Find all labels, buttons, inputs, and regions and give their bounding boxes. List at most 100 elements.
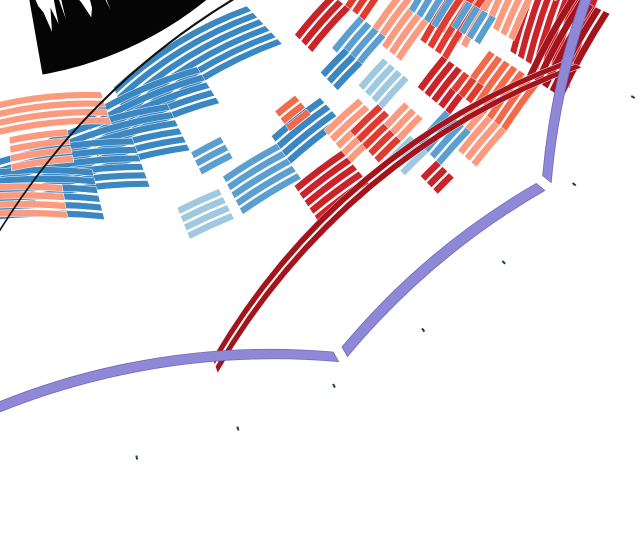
feature-band	[8, 128, 69, 145]
tick-mark	[421, 327, 426, 333]
feature-band	[0, 175, 97, 186]
feature-band	[389, 107, 417, 136]
feature-band	[215, 63, 583, 374]
annotation-segment	[542, 0, 592, 184]
tick-mark	[571, 182, 577, 187]
feature-band	[509, 0, 533, 56]
feature-band	[355, 110, 390, 144]
feature-band	[194, 144, 229, 168]
feature-band	[349, 103, 384, 137]
feature-band	[0, 99, 107, 118]
feature-band	[0, 137, 135, 166]
feature-band	[307, 4, 351, 53]
feature-band	[9, 137, 71, 154]
feature-band	[358, 57, 389, 91]
feature-band	[458, 5, 481, 36]
feature-band	[298, 157, 352, 200]
feature-band	[293, 150, 347, 193]
feature-band	[383, 101, 410, 130]
feature-band	[274, 95, 300, 118]
feature-band	[415, 0, 434, 19]
feature-band	[492, 0, 513, 32]
feature-band	[0, 209, 69, 219]
feature-band	[10, 155, 75, 172]
feature-band	[526, 0, 577, 80]
feature-band	[430, 0, 455, 29]
feature-band	[364, 63, 396, 97]
feature-band	[285, 108, 312, 132]
histogram-area	[29, 0, 207, 75]
feature-band	[525, 0, 552, 65]
feature-band	[370, 69, 403, 104]
outer-annotation-rings	[0, 0, 592, 413]
feature-band	[408, 0, 423, 14]
feature-band	[423, 0, 444, 24]
tick-mark	[236, 426, 240, 431]
feature-band	[309, 170, 364, 215]
feature-band	[420, 160, 442, 182]
feature-band	[119, 18, 265, 112]
feature-band	[432, 172, 455, 195]
feature-band	[450, 71, 470, 93]
feature-band	[186, 212, 235, 240]
tick-mark	[501, 260, 506, 265]
feature-band	[427, 0, 465, 50]
feature-band	[176, 188, 223, 215]
outer-tick-marks	[135, 95, 636, 460]
feature-band	[0, 146, 139, 175]
feature-band	[329, 104, 370, 143]
feature-band	[183, 204, 231, 232]
feature-band	[294, 0, 335, 40]
feature-band	[320, 47, 350, 78]
feature-band	[417, 55, 448, 92]
feature-band	[499, 0, 523, 37]
feature-band	[0, 108, 109, 127]
feature-band	[0, 154, 142, 184]
feature-band	[423, 60, 456, 98]
feature-band	[430, 65, 463, 104]
feature-band	[464, 121, 500, 162]
feature-band	[300, 0, 344, 47]
tick-mark	[332, 383, 336, 388]
annotation-segment	[341, 182, 546, 358]
feature-band	[553, 0, 557, 2]
feature-band	[466, 9, 489, 41]
feature-band	[222, 143, 281, 184]
feature-band	[507, 0, 533, 42]
feature-band	[116, 12, 259, 103]
feature-band	[332, 59, 364, 91]
feature-band	[239, 172, 302, 215]
feature-band-layer	[0, 0, 611, 374]
tick-mark	[135, 455, 139, 460]
feature-band	[470, 126, 507, 168]
feature-band	[326, 53, 357, 85]
feature-band	[113, 5, 252, 95]
feature-band	[358, 0, 379, 21]
feature-band	[303, 163, 358, 208]
feature-band	[0, 182, 64, 192]
feature-band	[450, 0, 474, 31]
feature-band	[534, 0, 586, 85]
feature-band	[0, 91, 104, 109]
feature-band	[473, 14, 497, 45]
tick-mark	[630, 95, 636, 99]
feature-band	[351, 0, 368, 16]
annotation-segment	[0, 348, 340, 413]
inner-histogram	[29, 0, 207, 75]
feature-band	[457, 76, 478, 99]
feature-band	[465, 81, 485, 104]
feature-band	[323, 97, 364, 136]
feature-band	[235, 165, 297, 207]
feature-band	[331, 15, 365, 54]
feature-band	[198, 151, 234, 176]
feature-band	[0, 200, 67, 210]
feature-band	[517, 0, 542, 61]
feature-band	[0, 191, 66, 201]
feature-band	[190, 136, 225, 159]
feature-band	[226, 150, 287, 191]
feature-band	[180, 196, 227, 223]
feature-band	[279, 101, 306, 125]
feature-band	[457, 115, 493, 156]
feature-band	[396, 113, 424, 142]
